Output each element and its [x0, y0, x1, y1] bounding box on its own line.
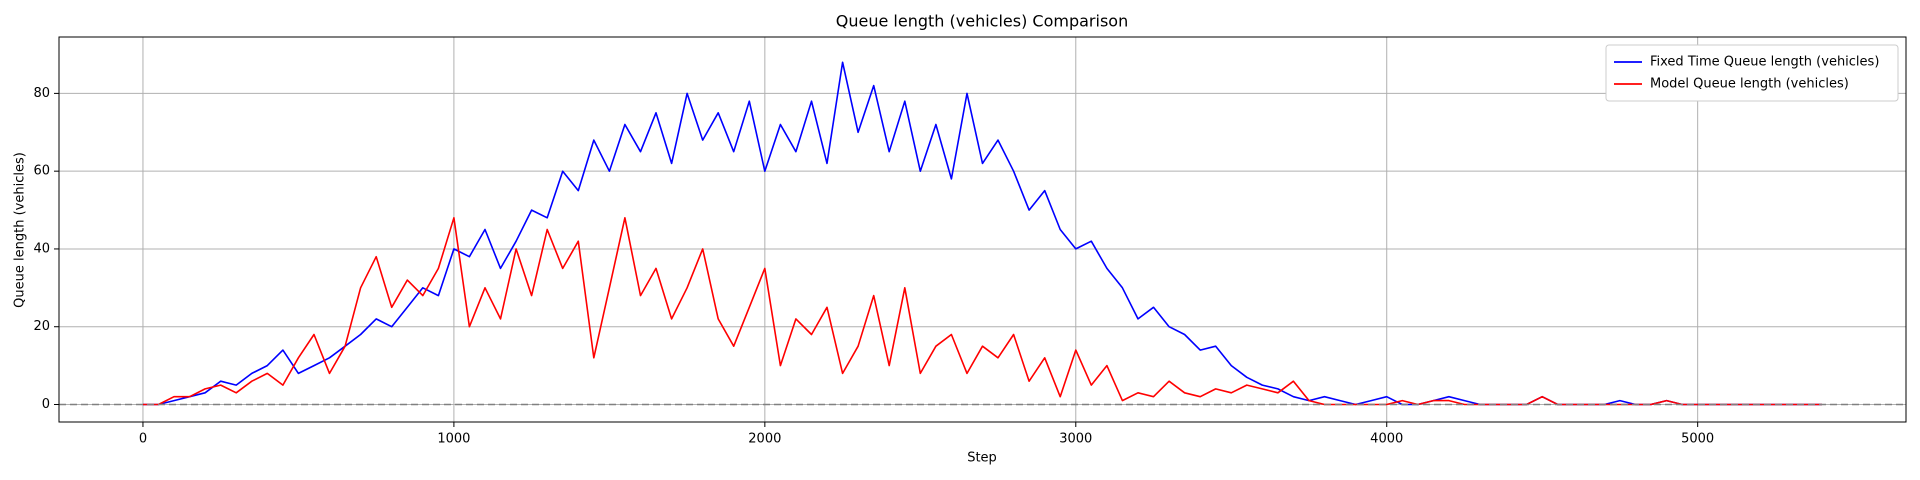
legend-label: Fixed Time Queue length (vehicles) [1650, 55, 1879, 70]
x-tick-label: 0 [139, 432, 147, 447]
x-tick-label: 4000 [1370, 432, 1403, 447]
y-tick-label: 0 [42, 397, 50, 412]
y-axis-label: Queue length (vehicles) [13, 152, 28, 308]
legend-label: Model Queue length (vehicles) [1650, 77, 1849, 92]
chart-title: Queue length (vehicles) Comparison [836, 12, 1128, 31]
legend: Fixed Time Queue length (vehicles) Model … [1605, 44, 1899, 102]
x-tick-label: 5000 [1681, 432, 1714, 447]
series-line [143, 217, 1822, 406]
series-line [143, 61, 1822, 406]
legend-box [1605, 44, 1899, 102]
plot-frame [58, 36, 1907, 423]
y-tick-label: 40 [33, 241, 50, 256]
x-tick-label: 3000 [1059, 432, 1092, 447]
x-axis-label: Step [967, 451, 997, 466]
y-tick-label: 20 [33, 319, 50, 334]
y-tick-label: 80 [33, 86, 50, 101]
y-tick-label: 60 [33, 164, 50, 179]
x-tick-label: 1000 [437, 432, 470, 447]
x-tick-label: 2000 [748, 432, 781, 447]
